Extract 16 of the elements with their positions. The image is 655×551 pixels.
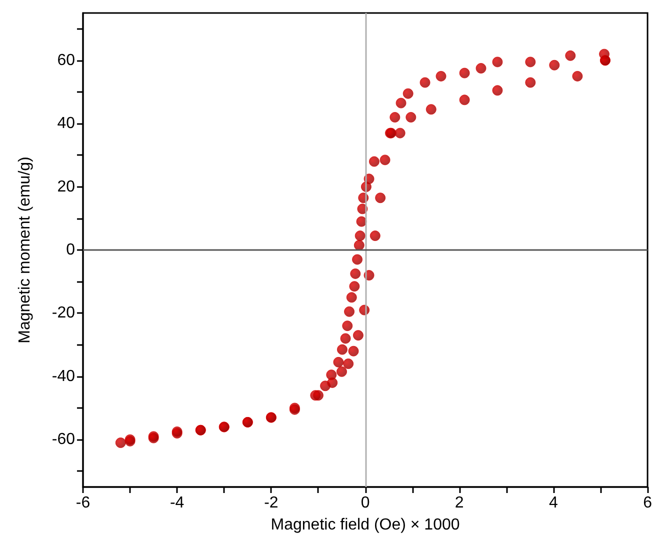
x-tick-label: 6 — [643, 494, 652, 512]
y-tick-label: 0 — [66, 242, 76, 258]
y-tick-label: 40 — [57, 115, 76, 132]
x-tick-label: 0 — [360, 494, 370, 512]
y-tick-label: 20 — [57, 178, 76, 196]
x-tick-label: -2 — [264, 494, 278, 512]
y-tick-label: -40 — [52, 368, 76, 385]
y-tick-label: -20 — [52, 304, 76, 322]
y-tick-label: 60 — [57, 52, 76, 69]
x-tick-label: -6 — [76, 494, 90, 512]
y-tick-label: -60 — [52, 431, 76, 448]
x-axis-title: Magnetic field (Oe) × 1000 — [270, 516, 460, 534]
y-axis-title: Magnetic moment (emu/g) — [16, 156, 34, 344]
x-tick-label: 4 — [549, 494, 558, 512]
x-tick-label: -4 — [170, 494, 184, 512]
x-tick-label: 2 — [454, 494, 464, 512]
